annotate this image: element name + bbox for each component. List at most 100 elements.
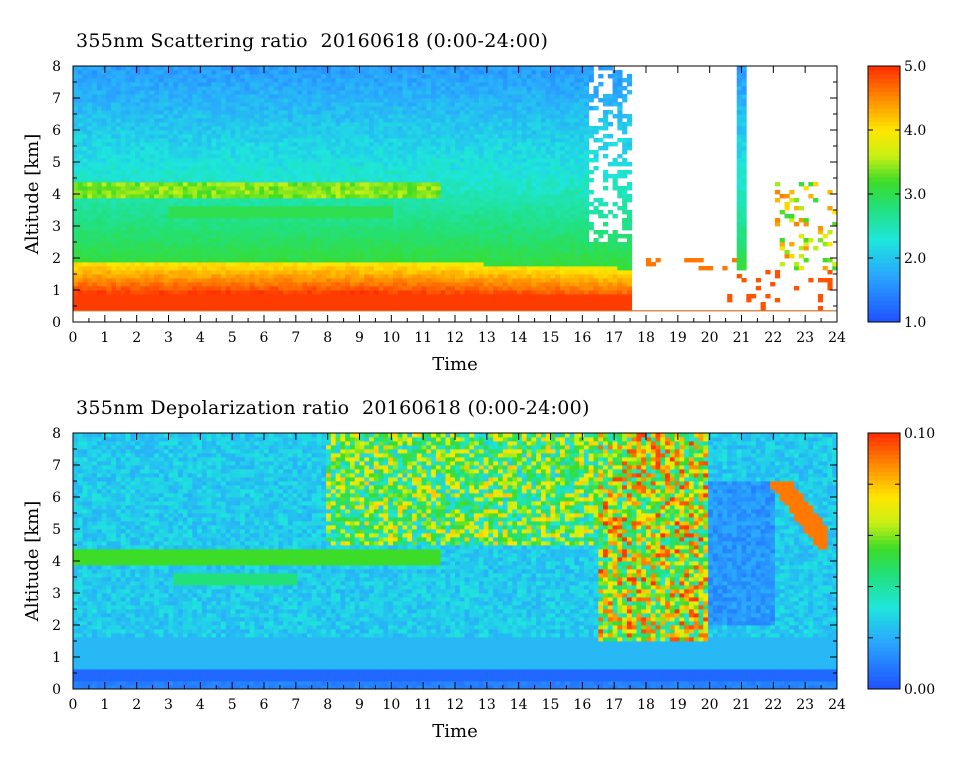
heatmap-cell bbox=[311, 94, 317, 99]
heatmap-cell bbox=[335, 238, 341, 243]
heatmap-cell bbox=[388, 106, 394, 111]
heatmap-cell bbox=[440, 154, 446, 159]
heatmap-cell bbox=[383, 134, 389, 139]
heatmap-cell bbox=[264, 254, 270, 259]
heatmap-cell bbox=[173, 234, 179, 239]
heatmap-cell bbox=[178, 234, 184, 239]
heatmap-cell bbox=[216, 118, 222, 123]
heatmap-cell bbox=[287, 150, 294, 155]
heatmap-cell bbox=[192, 130, 198, 135]
heatmap-cell bbox=[254, 134, 260, 139]
heatmap-cell bbox=[87, 262, 93, 267]
heatmap-cell bbox=[240, 282, 246, 287]
heatmap-cell bbox=[154, 302, 160, 307]
heatmap-cell bbox=[373, 126, 380, 131]
heatmap-cell bbox=[330, 250, 337, 255]
heatmap-cell bbox=[311, 146, 317, 151]
heatmap-cell bbox=[82, 130, 88, 135]
heatmap-cell bbox=[431, 114, 437, 119]
heatmap-cell bbox=[259, 86, 265, 91]
heatmap-cell bbox=[249, 178, 255, 183]
heatmap-cell bbox=[158, 146, 165, 151]
heatmap-cell bbox=[182, 250, 188, 255]
heatmap-cell bbox=[77, 298, 83, 303]
heatmap-cell bbox=[450, 86, 456, 91]
heatmap-cell bbox=[435, 82, 442, 87]
heatmap-cell bbox=[297, 66, 303, 71]
heatmap-cell bbox=[92, 254, 98, 259]
heatmap-cell bbox=[450, 294, 456, 299]
heatmap-cell bbox=[455, 118, 461, 123]
heatmap-cell bbox=[435, 218, 442, 223]
heatmap-cell bbox=[87, 278, 93, 283]
heatmap-cell bbox=[92, 250, 98, 255]
heatmap-cell bbox=[287, 178, 294, 183]
heatmap-cell bbox=[283, 306, 289, 311]
heatmap-cell bbox=[173, 142, 179, 147]
heatmap-cell bbox=[82, 258, 88, 263]
heatmap-cell bbox=[450, 246, 456, 251]
heatmap-cell bbox=[435, 186, 442, 191]
heatmap-cell bbox=[364, 94, 370, 99]
heatmap-cell bbox=[297, 246, 303, 251]
heatmap-cell bbox=[459, 170, 465, 175]
heatmap-cell bbox=[388, 274, 394, 279]
heatmap-cell bbox=[216, 258, 222, 263]
heatmap-cell bbox=[369, 126, 375, 131]
heatmap-cell bbox=[192, 94, 198, 99]
heatmap-cell bbox=[254, 150, 260, 155]
heatmap-cell bbox=[168, 106, 174, 111]
heatmap-cell bbox=[216, 122, 222, 127]
heatmap-cell bbox=[163, 254, 169, 259]
heatmap-cell bbox=[407, 306, 413, 311]
heatmap-cell bbox=[111, 170, 117, 175]
heatmap-cell bbox=[340, 166, 346, 171]
heatmap-cell bbox=[388, 98, 394, 103]
heatmap-cell bbox=[230, 194, 236, 199]
heatmap-cell bbox=[459, 178, 465, 183]
heatmap-cell bbox=[216, 298, 222, 303]
heatmap-cell bbox=[92, 206, 98, 211]
heatmap-cell bbox=[115, 142, 122, 147]
heatmap-cell bbox=[130, 238, 136, 243]
heatmap-cell bbox=[431, 118, 437, 123]
heatmap-cell bbox=[130, 114, 136, 119]
heatmap-cell bbox=[378, 66, 384, 71]
heatmap-cell bbox=[149, 190, 155, 195]
heatmap-cell bbox=[235, 90, 241, 95]
heatmap-cell bbox=[187, 122, 193, 127]
heatmap-cell bbox=[302, 102, 308, 107]
heatmap-cell bbox=[154, 162, 160, 167]
heatmap-cell bbox=[77, 186, 83, 191]
heatmap-cell bbox=[369, 198, 375, 203]
heatmap-cell bbox=[168, 286, 174, 291]
heatmap-cell bbox=[292, 130, 298, 135]
heatmap-cell bbox=[316, 282, 322, 287]
heatmap-cell bbox=[364, 186, 370, 191]
heatmap-cell bbox=[168, 154, 174, 159]
heatmap-cell bbox=[302, 222, 308, 227]
heatmap-cell bbox=[130, 106, 136, 111]
heatmap-cell bbox=[154, 114, 160, 119]
heatmap-cell bbox=[359, 294, 365, 299]
heatmap-cell bbox=[182, 246, 188, 251]
heatmap-cell bbox=[283, 190, 289, 195]
heatmap-cell bbox=[130, 214, 136, 219]
heatmap-cell bbox=[254, 166, 260, 171]
heatmap-cell bbox=[283, 150, 289, 155]
heatmap-cell bbox=[450, 302, 456, 307]
heatmap-cell bbox=[259, 130, 265, 135]
heatmap-cell bbox=[125, 150, 131, 155]
heatmap-cell bbox=[77, 254, 83, 259]
heatmap-cell bbox=[397, 150, 403, 155]
heatmap-cell bbox=[87, 142, 93, 147]
heatmap-cell bbox=[292, 142, 298, 147]
heatmap-cell bbox=[135, 294, 141, 299]
heatmap-cell bbox=[326, 226, 332, 231]
heatmap-cell bbox=[211, 174, 217, 179]
heatmap-cell bbox=[106, 170, 112, 175]
heatmap-cell bbox=[96, 294, 103, 299]
heatmap-cell bbox=[335, 282, 341, 287]
heatmap-cell bbox=[283, 162, 289, 167]
heatmap-cell bbox=[440, 82, 446, 87]
